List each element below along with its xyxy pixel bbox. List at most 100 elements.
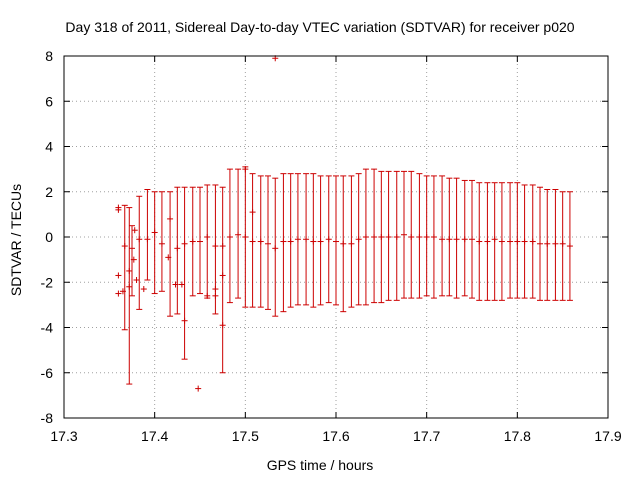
data-point bbox=[249, 209, 256, 216]
error-bar-center-point bbox=[136, 236, 143, 243]
error-bar-center-point bbox=[265, 240, 271, 247]
x-tick-label: 17.5 bbox=[232, 428, 259, 444]
data-point bbox=[126, 283, 133, 290]
error-bar-center-point bbox=[158, 240, 165, 247]
y-tick-label: -8 bbox=[41, 410, 54, 426]
error-bar-center-point bbox=[348, 240, 355, 247]
data-marks bbox=[115, 55, 573, 392]
error-bar bbox=[181, 186, 188, 360]
error-bar-center-point bbox=[287, 238, 294, 245]
data-point bbox=[219, 272, 226, 279]
error-bar-center-point bbox=[537, 240, 543, 247]
data-point bbox=[212, 286, 219, 293]
error-bar bbox=[219, 186, 226, 374]
data-point bbox=[195, 385, 202, 392]
x-tick-label: 17.9 bbox=[594, 428, 621, 444]
y-tick-label: 8 bbox=[45, 48, 53, 64]
error-bar-center-point bbox=[362, 234, 369, 240]
error-bar-center-point bbox=[559, 240, 566, 247]
error-bar-center-point bbox=[212, 243, 219, 250]
x-tick-label: 17.7 bbox=[413, 428, 440, 444]
error-bar bbox=[212, 184, 219, 315]
y-tick-label: -6 bbox=[41, 365, 54, 381]
x-tick-label: 17.3 bbox=[50, 428, 77, 444]
chart-title: Day 318 of 2011, Sidereal Day-to-day VTE… bbox=[65, 19, 575, 35]
error-bar-center-point bbox=[529, 238, 536, 245]
error-bar bbox=[204, 184, 211, 299]
error-bar-center-point bbox=[294, 236, 301, 243]
error-bar-center-point bbox=[544, 240, 551, 247]
error-bar-center-point bbox=[333, 238, 339, 245]
error-bar bbox=[121, 204, 128, 331]
error-bar-center-point bbox=[235, 231, 242, 238]
y-tick-label: 6 bbox=[45, 93, 53, 109]
data-point bbox=[242, 166, 249, 173]
error-bar-center-point bbox=[121, 243, 128, 250]
data-point bbox=[131, 227, 138, 234]
data-point bbox=[178, 281, 185, 288]
data-point bbox=[212, 292, 219, 299]
error-bar-center-point bbox=[416, 234, 423, 240]
error-bar-center-point bbox=[129, 245, 135, 252]
data-point bbox=[172, 281, 179, 288]
data-point bbox=[115, 272, 122, 279]
error-bar-center-point bbox=[439, 236, 446, 243]
data-point bbox=[115, 206, 122, 213]
error-bar-center-point bbox=[167, 215, 174, 222]
x-tick-label: 17.8 bbox=[504, 428, 531, 444]
error-bar-center-point bbox=[514, 238, 521, 245]
error-bar-center-point bbox=[491, 236, 498, 243]
error-bar-center-point bbox=[280, 238, 287, 245]
error-bar-center-point bbox=[340, 240, 347, 247]
error-bar bbox=[439, 175, 446, 297]
error-bar-center-point bbox=[378, 234, 385, 240]
error-bar-center-point bbox=[371, 234, 378, 240]
error-bar-center-point bbox=[189, 238, 196, 245]
error-bar-center-point bbox=[446, 236, 453, 243]
error-bar-center-point bbox=[521, 238, 528, 245]
data-point bbox=[130, 256, 137, 263]
error-bar-center-point bbox=[219, 243, 226, 250]
error-bar-center-point bbox=[566, 243, 573, 250]
error-bar-center-point bbox=[226, 234, 233, 240]
error-bar-center-point bbox=[469, 236, 475, 243]
data-point bbox=[181, 317, 188, 324]
plot-frame bbox=[63, 55, 609, 419]
data-point bbox=[140, 286, 147, 293]
error-bar-center-point bbox=[325, 236, 332, 243]
error-bar-center-point bbox=[401, 231, 407, 238]
x-tick-label: 17.4 bbox=[141, 428, 168, 444]
y-tick-label: 2 bbox=[45, 184, 53, 200]
error-bar-center-point bbox=[385, 234, 392, 240]
data-point bbox=[165, 254, 172, 261]
error-bar-center-point bbox=[310, 238, 317, 245]
data-point bbox=[133, 276, 140, 283]
y-tick-label: -4 bbox=[41, 320, 54, 336]
y-tick-label: 4 bbox=[45, 139, 53, 155]
data-point bbox=[119, 288, 126, 295]
axis-ticks: 17.3 17.4 17.5 17.6 17.7 17.8 17.9 -8 -6 -4 -2 0 2 4 6… bbox=[41, 48, 622, 444]
error-bar-center-point bbox=[430, 234, 437, 240]
error-bar-center-point bbox=[174, 245, 181, 252]
error-bar-center-point bbox=[552, 240, 559, 247]
error-bar-center-point bbox=[476, 238, 483, 245]
error-bar-center-point bbox=[242, 234, 249, 240]
error-bar-center-point bbox=[355, 236, 362, 243]
error-bar bbox=[136, 195, 143, 310]
error-bar-center-point bbox=[126, 267, 133, 274]
error-bar-center-point bbox=[408, 234, 415, 240]
data-point bbox=[204, 292, 211, 299]
error-bar-center-point bbox=[204, 234, 211, 240]
error-bar-center-point bbox=[498, 238, 505, 245]
error-bar-center-point bbox=[484, 238, 491, 245]
error-bar-center-point bbox=[393, 234, 400, 240]
data-point bbox=[219, 322, 226, 329]
error-bar bbox=[144, 188, 151, 281]
error-bar-center-point bbox=[181, 240, 188, 247]
error-bar-center-point bbox=[423, 234, 430, 240]
error-bar-center-point bbox=[461, 236, 468, 243]
error-bar-center-point bbox=[249, 238, 256, 245]
x-tick-label: 17.6 bbox=[322, 428, 349, 444]
x-axis-label: GPS time / hours bbox=[266, 457, 374, 473]
